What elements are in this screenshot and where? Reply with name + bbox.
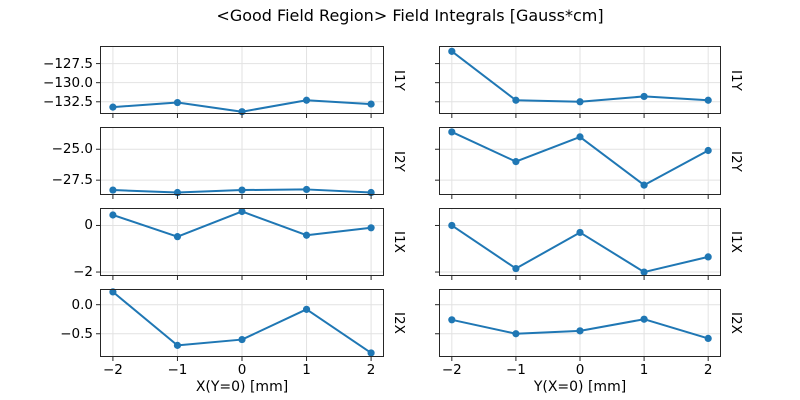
x-tick-label: −2 bbox=[441, 362, 462, 378]
subplot-i1x-vs-x bbox=[96, 207, 384, 280]
axes-spine bbox=[100, 127, 384, 195]
data-point-marker bbox=[302, 185, 311, 194]
axes-spine bbox=[100, 289, 384, 357]
data-point-marker bbox=[512, 330, 520, 338]
data-point-marker bbox=[448, 128, 456, 136]
axes-spine bbox=[439, 208, 721, 276]
subplot-i2x-vs-x bbox=[96, 288, 384, 361]
data-point-marker bbox=[512, 158, 520, 166]
x-tick-label: 1 bbox=[302, 362, 311, 378]
data-point-marker bbox=[109, 211, 117, 219]
row-ylabel-i1x: I1X bbox=[728, 231, 744, 253]
x-tick-label: 2 bbox=[703, 362, 713, 378]
row-ylabel-i1x: I1X bbox=[391, 231, 407, 253]
subplot-i1x-vs-y bbox=[435, 208, 721, 280]
y-tick-label: −0.5 bbox=[60, 325, 93, 342]
axes-spine bbox=[439, 127, 721, 195]
row-ylabel-i1y: I1Y bbox=[391, 69, 407, 91]
subplot-svg bbox=[96, 288, 384, 361]
subplot-svg bbox=[435, 46, 721, 118]
row-ylabel-i2x: I2X bbox=[391, 312, 407, 334]
data-point-marker bbox=[367, 224, 375, 232]
data-point-marker bbox=[109, 288, 117, 296]
subplot-i2y-vs-x bbox=[96, 127, 384, 199]
data-point-marker bbox=[576, 228, 584, 237]
data-point-marker bbox=[173, 341, 182, 349]
y-tick-label: −127.5 bbox=[43, 55, 93, 72]
x-tick-label: 2 bbox=[366, 362, 376, 378]
data-point-marker bbox=[640, 92, 648, 101]
y-tick-label: 0 bbox=[84, 217, 93, 234]
data-point-marker bbox=[640, 268, 648, 276]
data-point-marker bbox=[173, 98, 182, 107]
y-tick-label: −25.0 bbox=[51, 141, 93, 158]
data-point-marker bbox=[302, 305, 311, 313]
data-point-marker bbox=[704, 253, 712, 261]
subplot-svg bbox=[96, 46, 384, 118]
data-point-marker bbox=[640, 181, 648, 189]
y-tick-label: −130.0 bbox=[43, 74, 93, 91]
data-point-marker bbox=[238, 207, 246, 216]
row-ylabel-i1y: I1Y bbox=[728, 69, 744, 91]
data-point-marker bbox=[576, 327, 584, 335]
subplot-i2x-vs-y bbox=[435, 289, 721, 361]
x-axis-label-right: Y(X=0) [mm] bbox=[533, 379, 627, 395]
data-point-marker bbox=[512, 264, 520, 273]
x-tick-label: 0 bbox=[237, 362, 247, 378]
data-point-marker bbox=[512, 96, 520, 104]
data-point-marker bbox=[302, 231, 311, 239]
subplot-i2y-vs-y bbox=[435, 127, 721, 199]
data-point-marker bbox=[367, 349, 375, 357]
data-point-marker bbox=[367, 100, 375, 108]
data-point-marker bbox=[640, 315, 648, 323]
axes-spine bbox=[100, 208, 384, 276]
subplot-i1y-vs-y bbox=[435, 46, 721, 118]
data-point-marker bbox=[302, 96, 311, 104]
data-point-marker bbox=[448, 221, 456, 230]
axes-spine bbox=[100, 46, 384, 114]
data-point-marker bbox=[109, 103, 117, 111]
x-tick-label: −1 bbox=[505, 362, 526, 378]
y-tick-label: −132.5 bbox=[43, 93, 93, 110]
data-point-marker bbox=[576, 133, 584, 141]
x-tick-label: −1 bbox=[167, 362, 188, 378]
subplot-svg bbox=[435, 127, 721, 199]
row-ylabel-i2x: I2X bbox=[728, 312, 744, 334]
y-tick-label: 0.0 bbox=[71, 296, 93, 313]
x-tick-label: 1 bbox=[639, 362, 649, 378]
subplot-svg bbox=[435, 289, 721, 361]
subplot-svg bbox=[96, 207, 384, 280]
row-ylabel-i2y: I2Y bbox=[728, 150, 744, 172]
y-tick-label: −2 bbox=[73, 264, 93, 281]
data-point-marker bbox=[704, 334, 712, 343]
data-point-marker bbox=[448, 47, 456, 55]
row-ylabel-i2y: I2Y bbox=[391, 150, 407, 172]
data-point-marker bbox=[704, 146, 712, 155]
axes-spine bbox=[439, 46, 721, 114]
data-point-marker bbox=[109, 186, 117, 194]
x-axis-label-left: X(Y=0) [mm] bbox=[195, 379, 289, 395]
figure-title: <Good Field Region> Field Integrals [Gau… bbox=[216, 6, 604, 25]
data-point-marker bbox=[448, 316, 456, 324]
data-point-marker bbox=[576, 98, 584, 106]
subplot-svg bbox=[435, 208, 721, 280]
y-tick-label: −27.5 bbox=[51, 172, 93, 189]
data-point-marker bbox=[173, 233, 182, 241]
data-point-marker bbox=[238, 186, 246, 194]
axes-spine bbox=[439, 289, 721, 357]
subplot-svg bbox=[96, 127, 384, 199]
x-tick-label: −2 bbox=[102, 362, 123, 378]
x-tick-label: 0 bbox=[575, 362, 585, 378]
subplot-i1y-vs-x bbox=[96, 46, 384, 118]
data-point-marker bbox=[704, 96, 712, 104]
data-point-marker bbox=[238, 335, 246, 344]
